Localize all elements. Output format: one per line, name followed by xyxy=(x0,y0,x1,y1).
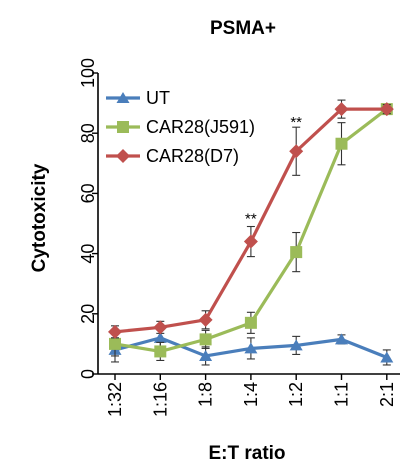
x-tick-label: 1:8 xyxy=(196,382,216,407)
data-point xyxy=(335,333,348,345)
data-point xyxy=(109,337,121,350)
axes: 0 20 40 60 80 100 1:32 1:16 1:8 1:4 1:2 1:1 2:1 xyxy=(78,58,400,417)
series-layer xyxy=(108,99,394,366)
x-tick-label: 1:16 xyxy=(150,382,170,417)
annotation-layer: ** ** xyxy=(245,114,302,227)
y-tick-label: 40 xyxy=(78,244,98,264)
x-tick-label: 1:2 xyxy=(286,382,306,407)
legend-label-car28-j591: CAR28(J591) xyxy=(146,117,255,137)
y-tick-label: 100 xyxy=(78,58,98,88)
x-tick-label: 1:1 xyxy=(332,382,352,407)
y-tick-label: 20 xyxy=(78,304,98,324)
y-tick-label: 60 xyxy=(78,183,98,203)
y-tick-label: 0 xyxy=(78,369,98,379)
series-car28-d7 xyxy=(108,99,394,339)
legend: UT CAR28(J591) CAR28(D7) xyxy=(106,88,255,166)
data-point xyxy=(334,102,349,117)
x-axis-label: E:T ratio xyxy=(208,443,285,464)
significance-marker: ** xyxy=(290,114,302,131)
x-tick-label: 1:32 xyxy=(105,382,125,417)
y-axis-label: Cytotoxicity xyxy=(29,163,50,272)
data-point xyxy=(290,246,303,259)
data-point xyxy=(244,316,257,329)
data-point xyxy=(153,331,167,343)
legend-marker-car28-d7 xyxy=(116,149,130,163)
data-point xyxy=(379,102,394,117)
legend-label-car28-d7: CAR28(D7) xyxy=(146,146,239,166)
x-tick-label: 1:4 xyxy=(241,382,261,407)
chart-title: PSMA+ xyxy=(210,18,276,39)
legend-marker-ut xyxy=(116,92,130,103)
legend-marker-car28-j591 xyxy=(117,121,129,133)
data-point xyxy=(335,137,348,150)
y-tick-label: 80 xyxy=(78,123,98,143)
data-point xyxy=(199,349,213,361)
data-point xyxy=(108,324,122,339)
legend-label-ut: UT xyxy=(146,88,170,108)
data-point xyxy=(289,339,303,351)
data-point xyxy=(198,312,213,327)
data-point xyxy=(380,351,394,363)
data-point xyxy=(289,144,304,159)
data-point xyxy=(244,342,258,354)
data-point xyxy=(199,333,212,346)
data-point xyxy=(153,320,168,335)
data-point xyxy=(243,234,258,249)
series-ut xyxy=(108,328,394,366)
data-point xyxy=(154,345,167,358)
significance-marker: ** xyxy=(245,211,257,228)
x-tick-label: 2:1 xyxy=(377,382,397,407)
